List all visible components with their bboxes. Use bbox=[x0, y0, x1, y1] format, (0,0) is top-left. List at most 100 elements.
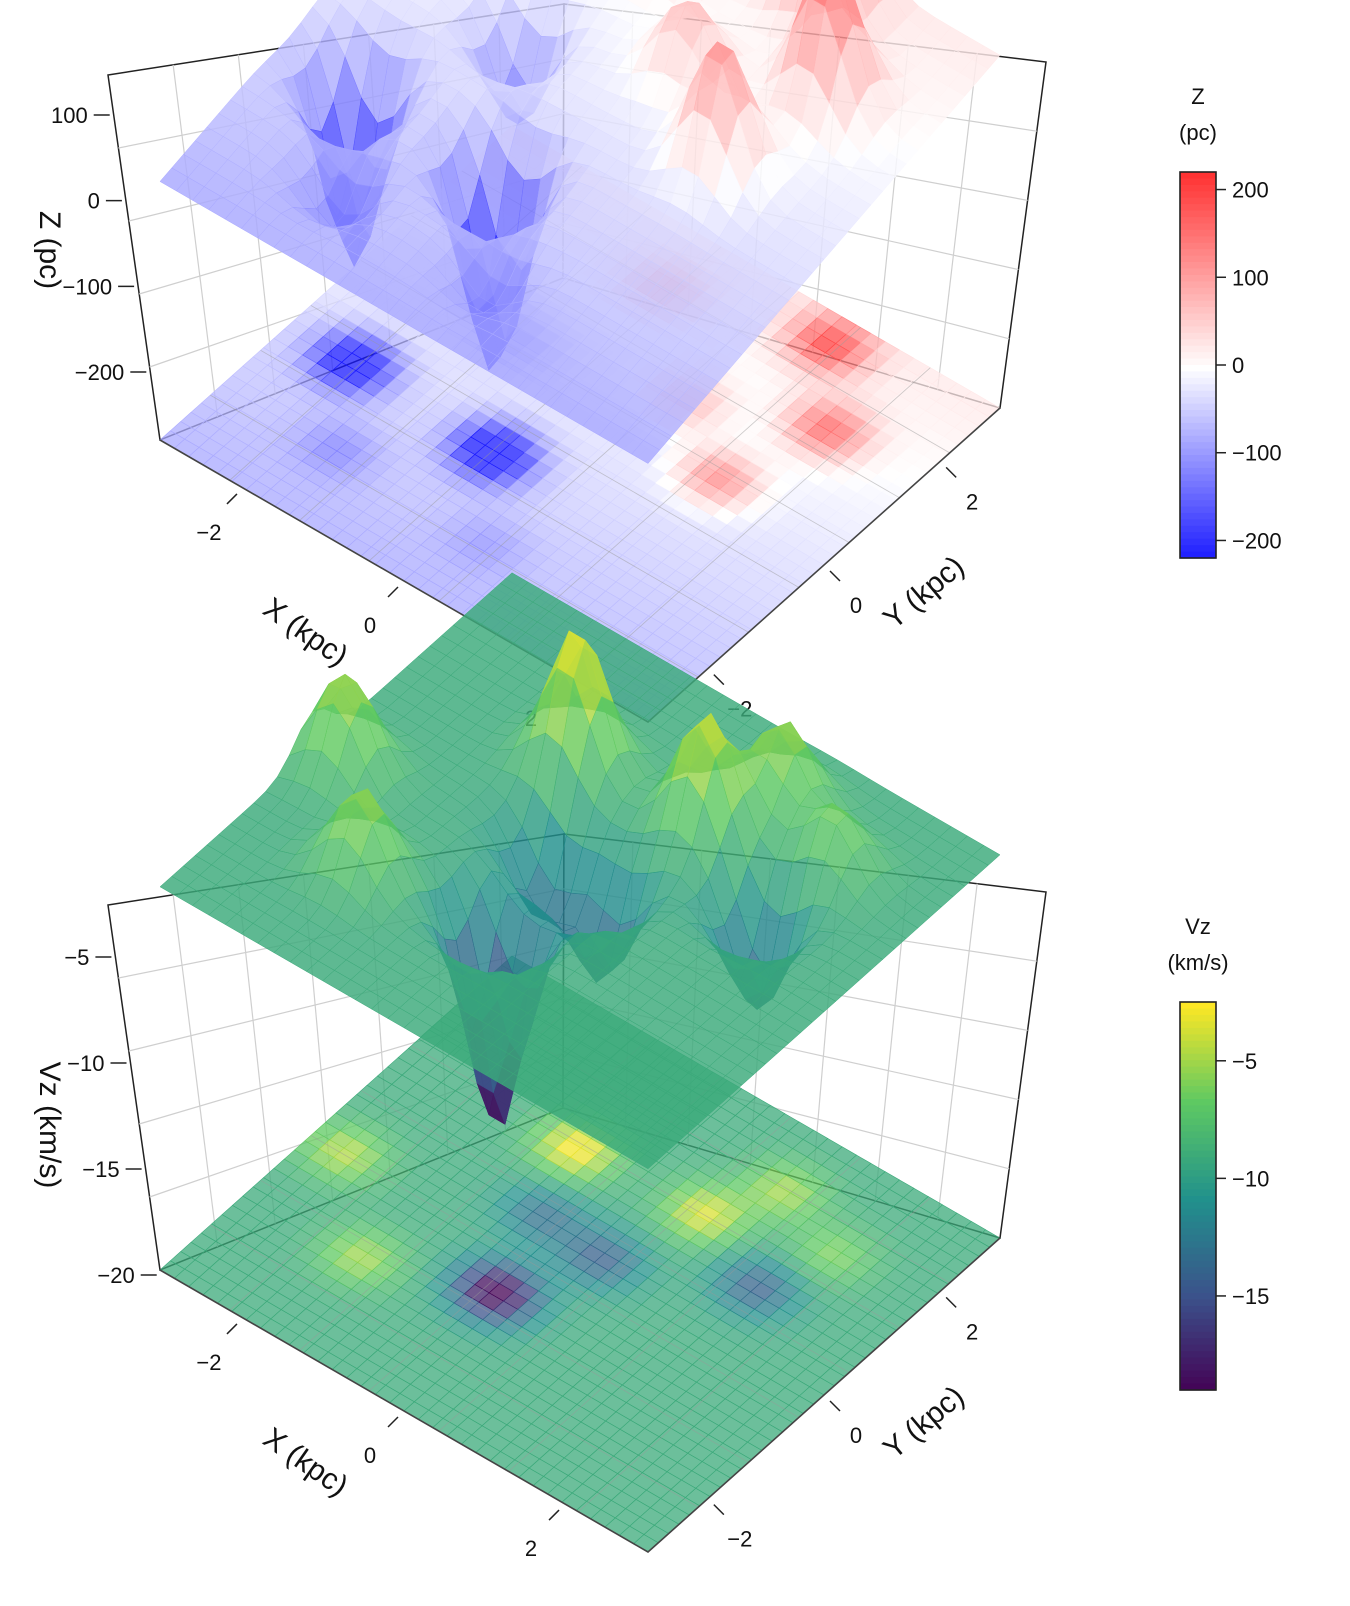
x-tick-label: −2 bbox=[196, 520, 221, 545]
colorbar-swatch bbox=[1180, 506, 1216, 514]
colorbar-swatch bbox=[1180, 281, 1216, 289]
colorbar-swatch bbox=[1180, 365, 1216, 373]
grid-line bbox=[172, 64, 219, 417]
x-tick bbox=[226, 1323, 238, 1335]
colorbar-swatch bbox=[1180, 422, 1216, 430]
colorbar-swatch bbox=[1180, 1086, 1216, 1094]
colorbar-swatch bbox=[1180, 1111, 1216, 1119]
colorbar-tick-label: −200 bbox=[1232, 528, 1282, 553]
colorbar-swatch bbox=[1180, 1124, 1216, 1132]
colorbar-tick-label: 0 bbox=[1232, 353, 1244, 378]
colorbar-swatch bbox=[1180, 197, 1216, 205]
colorbar-swatch bbox=[1180, 1183, 1216, 1191]
y-tick bbox=[945, 466, 957, 478]
y-tick bbox=[713, 1504, 725, 1516]
colorbar-swatch bbox=[1180, 1176, 1216, 1184]
colorbar-swatch bbox=[1180, 1357, 1216, 1365]
colorbar-swatch bbox=[1180, 1312, 1216, 1320]
x-tick bbox=[548, 1509, 560, 1521]
colorbar-swatch bbox=[1180, 1260, 1216, 1268]
colorbar-swatch bbox=[1180, 1215, 1216, 1223]
colorbar-swatch bbox=[1180, 384, 1216, 392]
colorbar-swatch bbox=[1180, 1338, 1216, 1346]
colorbar: −5 −10 −15 Vz (km/s) bbox=[1167, 914, 1269, 1391]
colorbar-swatch bbox=[1180, 300, 1216, 308]
colorbar-swatch bbox=[1180, 1027, 1216, 1035]
colorbar-swatch bbox=[1180, 217, 1216, 225]
colorbar-swatch bbox=[1180, 229, 1216, 237]
colorbar-swatch bbox=[1180, 1131, 1216, 1139]
x-tick bbox=[387, 1416, 399, 1428]
x-axis-label: X (kpc) bbox=[257, 591, 354, 673]
colorbar-swatch bbox=[1180, 345, 1216, 353]
colorbar-swatch bbox=[1180, 1267, 1216, 1275]
colorbar-swatch bbox=[1180, 1040, 1216, 1048]
colorbar-swatch bbox=[1180, 429, 1216, 437]
z-tick-label: −15 bbox=[82, 1157, 119, 1182]
y-tick bbox=[945, 1296, 957, 1308]
colorbar-swatch bbox=[1180, 474, 1216, 482]
grid-line bbox=[508, 327, 861, 642]
grid-line bbox=[210, 394, 699, 678]
colorbar-swatch bbox=[1180, 242, 1216, 250]
colorbar-swatch bbox=[1180, 1273, 1216, 1281]
colorbar-swatch bbox=[1180, 493, 1216, 501]
colorbar-swatch bbox=[1180, 274, 1216, 282]
colorbar-swatch bbox=[1180, 1234, 1216, 1242]
colorbar-swatch bbox=[1180, 1280, 1216, 1288]
surface-facet bbox=[334, 0, 344, 5]
colorbar-swatch bbox=[1180, 191, 1216, 199]
colorbar-units: (km/s) bbox=[1167, 950, 1228, 975]
colorbar-swatch bbox=[1180, 1377, 1216, 1385]
colorbar-swatch bbox=[1180, 442, 1216, 450]
colorbar-swatch bbox=[1180, 500, 1216, 508]
colorbar-swatch bbox=[1180, 352, 1216, 360]
colorbar-swatch bbox=[1180, 397, 1216, 405]
grid-line bbox=[310, 305, 800, 588]
colorbar-swatch bbox=[1180, 435, 1216, 443]
colorbar-swatch bbox=[1180, 1060, 1216, 1068]
colorbar-swatch bbox=[1180, 255, 1216, 263]
colorbar-swatch bbox=[1180, 268, 1216, 276]
colorbar-swatch bbox=[1180, 1150, 1216, 1158]
colorbar-title: Vz bbox=[1185, 914, 1211, 939]
colorbar-swatch bbox=[1180, 1144, 1216, 1152]
x-tick-label: 0 bbox=[364, 613, 376, 638]
x-tick bbox=[387, 586, 399, 598]
colorbar-swatch bbox=[1180, 262, 1216, 270]
colorbar-swatch bbox=[1180, 184, 1216, 192]
colorbar-tick-label: −5 bbox=[1232, 1049, 1257, 1074]
colorbar-swatch bbox=[1180, 538, 1216, 546]
colorbar-swatch bbox=[1180, 1364, 1216, 1372]
colorbar-swatch bbox=[1180, 1008, 1216, 1016]
colorbar-swatch bbox=[1180, 319, 1216, 327]
colorbar-swatch bbox=[1180, 1331, 1216, 1339]
colorbar-swatch bbox=[1180, 236, 1216, 244]
colorbar-title: Z bbox=[1191, 84, 1204, 109]
colorbar-swatch bbox=[1180, 1137, 1216, 1145]
colorbar-swatch bbox=[1180, 223, 1216, 231]
grid-line bbox=[237, 884, 276, 1224]
colorbar-swatch bbox=[1180, 178, 1216, 186]
colorbar-swatch bbox=[1180, 204, 1216, 212]
grid-line bbox=[578, 367, 931, 683]
colorbar-swatch bbox=[1180, 390, 1216, 398]
z-axis: 100 0 −100 −200 Z (pc) bbox=[33, 103, 147, 385]
colorbar-swatch bbox=[1180, 326, 1216, 334]
colorbar-swatch bbox=[1180, 313, 1216, 321]
colorbar-swatch bbox=[1180, 1099, 1216, 1107]
colorbar-swatch bbox=[1180, 1351, 1216, 1359]
z-axis-label: Z (pc) bbox=[33, 211, 66, 289]
z-tick-label: −10 bbox=[67, 1051, 104, 1076]
colorbar-swatch bbox=[1180, 519, 1216, 527]
y-tick-label: 0 bbox=[850, 1423, 862, 1448]
grid-line bbox=[936, 53, 978, 390]
y-tick bbox=[713, 674, 725, 686]
y-tick-label: −2 bbox=[727, 1527, 752, 1552]
colorbar-swatch bbox=[1180, 1241, 1216, 1249]
colorbar-tick-label: −10 bbox=[1232, 1166, 1269, 1191]
colorbar-swatch bbox=[1180, 287, 1216, 295]
surface bbox=[159, 0, 1001, 464]
colorbar-swatch bbox=[1180, 410, 1216, 418]
